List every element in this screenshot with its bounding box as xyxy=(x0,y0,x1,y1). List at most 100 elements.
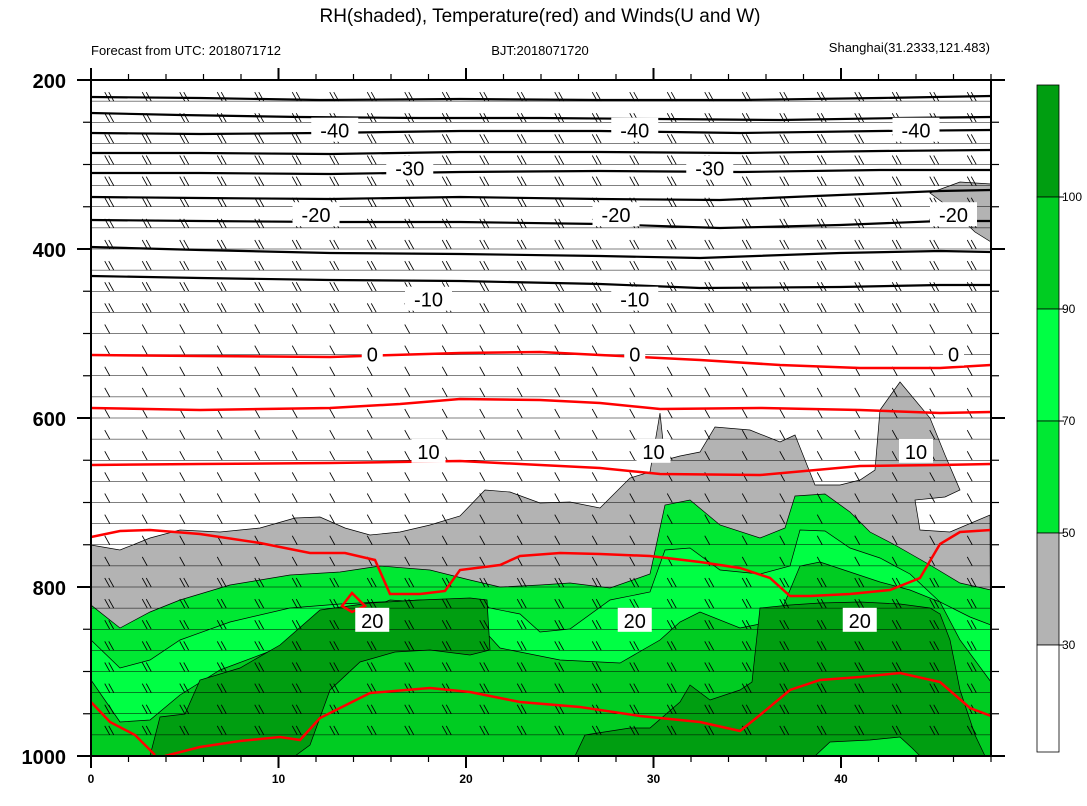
wind-barb xyxy=(104,387,111,398)
wind-barb xyxy=(479,493,486,503)
wind-barb xyxy=(779,451,786,461)
wind-barb xyxy=(291,366,298,376)
wind-barb xyxy=(554,324,561,334)
wind-barb xyxy=(816,556,823,567)
wind-barb xyxy=(104,472,111,482)
wind-barb xyxy=(891,429,898,440)
contour-label-box xyxy=(943,341,964,366)
wind-barb xyxy=(629,366,636,376)
wind-barb xyxy=(891,535,898,545)
wind-barb xyxy=(966,598,977,609)
wind-barb xyxy=(554,155,565,165)
wind-barb xyxy=(891,620,902,630)
wind-barb xyxy=(516,725,527,736)
wind-barb xyxy=(216,556,223,567)
wind-barb xyxy=(329,598,340,609)
wind-barb xyxy=(329,641,340,651)
wind-barb xyxy=(854,683,865,693)
contour-label-box xyxy=(361,341,383,366)
contour-label: -40 xyxy=(902,121,931,143)
wind-barb xyxy=(516,408,523,419)
isotherm-5 xyxy=(91,350,991,370)
wind-barb xyxy=(666,176,677,186)
wind-barb xyxy=(329,451,336,461)
wind-barb xyxy=(629,598,640,609)
wind-barb xyxy=(254,472,261,482)
wind-barb xyxy=(254,239,265,250)
wind-barb xyxy=(704,535,711,545)
wind-barb xyxy=(891,662,902,672)
wind-barb xyxy=(816,472,823,482)
wind-barb xyxy=(704,134,715,144)
wind-barb xyxy=(404,662,415,672)
colorbar-swatch-50-70 xyxy=(1036,420,1060,534)
wind-barb xyxy=(741,704,752,714)
wind-barb xyxy=(254,155,265,165)
wind-barb xyxy=(516,683,527,693)
contour-label-box xyxy=(842,607,877,632)
wind-barb xyxy=(554,683,565,693)
wind-barb xyxy=(404,451,411,461)
wind-barb xyxy=(629,725,640,736)
wind-barb xyxy=(404,239,415,250)
wind-barb xyxy=(366,239,377,250)
wind-barb xyxy=(366,366,373,376)
wind-barb xyxy=(929,493,936,503)
wind-barb xyxy=(704,239,715,250)
wind-barb xyxy=(629,155,640,165)
wind-barb xyxy=(216,472,223,482)
wind-barb xyxy=(254,113,265,123)
wind-barb xyxy=(704,514,711,524)
wind-barb xyxy=(291,662,302,672)
wind-barb xyxy=(779,345,786,355)
wind-barb xyxy=(666,345,673,355)
wind-barb xyxy=(854,345,861,355)
wind-barb xyxy=(516,134,527,144)
isotherm-neg25 xyxy=(91,168,991,176)
wind-barb xyxy=(929,429,936,440)
wind-barb xyxy=(404,197,415,207)
wind-barb xyxy=(966,472,973,482)
wind-barb xyxy=(516,598,527,609)
wind-barb xyxy=(554,260,565,271)
isotherm-neg10 xyxy=(91,245,991,260)
contour-label-box xyxy=(611,286,659,311)
wind-barb xyxy=(779,134,790,144)
contour-label: -30 xyxy=(395,159,424,181)
wind-barb xyxy=(891,683,902,693)
wind-barb xyxy=(554,408,561,419)
wind-barb xyxy=(741,577,752,588)
colorbar-swatch-70-90 xyxy=(1036,308,1060,422)
wind-barb xyxy=(216,324,223,334)
wind-barb xyxy=(741,620,752,630)
wind-barb xyxy=(779,662,790,672)
wind-barb xyxy=(554,598,565,609)
wind-barb xyxy=(329,155,340,165)
wind-barb xyxy=(441,387,448,398)
wind-barb xyxy=(929,472,936,482)
wind-barb xyxy=(629,387,636,398)
wind-barb xyxy=(704,260,715,271)
wind-barb xyxy=(141,641,152,651)
wind-barb xyxy=(104,113,115,123)
wind-barb xyxy=(179,345,186,355)
wind-barb xyxy=(479,683,490,693)
wind-barb xyxy=(591,641,602,651)
contour-label: 10 xyxy=(642,442,664,464)
wind-barb xyxy=(216,134,227,144)
wind-barb xyxy=(966,176,977,186)
wind-barb xyxy=(179,725,190,736)
wind-barb xyxy=(479,155,490,165)
colorbar-label: 90 xyxy=(1062,302,1076,316)
wind-barb xyxy=(779,493,786,503)
wind-barb xyxy=(966,387,973,398)
wind-barb xyxy=(666,387,673,398)
wind-barb xyxy=(929,514,936,524)
wind-barb xyxy=(291,387,298,398)
wind-barb xyxy=(554,451,561,461)
wind-barb xyxy=(779,155,790,165)
wind-barb xyxy=(441,260,452,271)
wind-barb xyxy=(441,155,452,165)
wind-barb xyxy=(929,535,936,545)
wind-barb xyxy=(216,620,227,630)
